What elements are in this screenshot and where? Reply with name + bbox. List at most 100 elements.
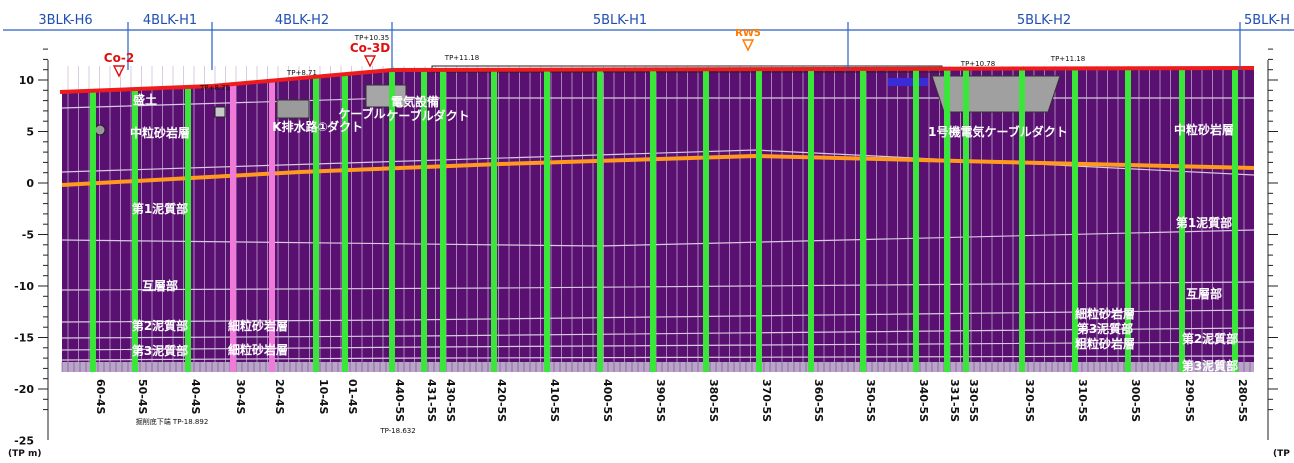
well-label: 310-5S (1076, 379, 1089, 422)
well-340-5S (913, 70, 919, 372)
stratum-boundary (61, 341, 1255, 351)
stratum-label: 細粒砂岩層 (1075, 306, 1135, 321)
well-400-5S (597, 70, 603, 372)
k-drain-structure (276, 99, 310, 119)
annotation-label: 掘削底下端 TP-18.892 (136, 417, 209, 426)
well-360-5S (808, 70, 814, 372)
y-tick-label: -15 (14, 332, 34, 345)
subsurface-fill (62, 68, 1254, 372)
well-01-4S (342, 74, 348, 372)
stratum-label: 第2泥質部 (1182, 331, 1238, 346)
well-label: 410-5S (548, 379, 561, 422)
well-label: 30-4S (234, 379, 247, 415)
y-tick-label: -10 (14, 280, 34, 293)
observation-wells: 60-4S 50-4S 40-4S 30-4S 20-4S 10-4S 01-4S 440-5… (90, 70, 1249, 422)
well-label: 20-4S (273, 379, 286, 415)
groundwater-level-line (61, 153, 1255, 187)
annotation-label: TP+8.71 (286, 69, 317, 77)
small-circle-marker (94, 124, 106, 136)
well-330-5S (963, 70, 969, 372)
stratum-label: 第3泥質部 (1077, 321, 1133, 336)
annotation-label: ダクト (327, 119, 363, 134)
blue-structure (888, 78, 928, 86)
annotation-label: ケーブル (338, 106, 385, 121)
y-tick-label: -5 (22, 229, 34, 242)
block-label: 5BLK-H (1244, 13, 1290, 28)
structure-annotations: K排水路①ケーブルダクト電気設備ケーブルダクト1号機電気ケーブルダクトTP+8.… (136, 34, 1086, 435)
well-331-5S (944, 70, 950, 372)
well-430-5S (440, 70, 446, 372)
annotation-label: 1号機電気ケーブルダクト (928, 124, 1068, 139)
well-label: 390-5S (654, 379, 667, 422)
marker-triangle-icon (741, 39, 755, 52)
stratum-label: 盛土 (133, 92, 157, 107)
cable-duct-structure (365, 84, 407, 108)
annotation-label: TP+10.35 (354, 34, 389, 42)
well-label: 380-5S (707, 379, 720, 422)
well-370-5S (756, 70, 762, 372)
marker-label: Co-2 (104, 51, 134, 65)
stratum-label: 互層部 (142, 278, 178, 293)
y-tick-label: -20 (14, 383, 34, 396)
borehole-markers: Co-2 Co-3D RW5 (104, 28, 761, 78)
well-350-5S (860, 70, 866, 372)
well-410-5S (544, 70, 550, 372)
stratum-boundary (61, 149, 1255, 176)
well-label: 331-5S (948, 379, 961, 422)
well-label: 340-5S (917, 379, 930, 422)
stratum-label: 細粒砂岩層 (228, 342, 288, 357)
well-label: 320-5S (1023, 379, 1036, 422)
well-label: 330-5S (967, 379, 980, 422)
well-60-4S (90, 90, 96, 373)
well-320-5S (1019, 70, 1025, 372)
well-label: 300-5S (1129, 379, 1142, 422)
stratum-label: 第1泥質部 (132, 201, 188, 216)
y-axis-unit-right: (TP (1273, 449, 1290, 459)
block-header: 3BLK-H6 4BLK-H1 4BLK-H2 5BLK-H1 5BLK-H2 5BLK-… (3, 13, 1294, 70)
y-axis-left: 10 5 0 -5 -10 -15 -20 -25 (14, 48, 49, 448)
well-label: 430-5S (444, 379, 457, 422)
stratum-boundary (61, 355, 1255, 361)
y-tick-label: -25 (14, 435, 34, 448)
block-label: 4BLK-H2 (275, 13, 329, 28)
well-label: 431-5S (425, 379, 438, 422)
stratum-boundary (61, 309, 1255, 323)
y-tick-label: 0 (26, 177, 34, 190)
stratum-label: 粗粒砂岩層 (1075, 336, 1135, 351)
annotation-label: TP-18.632 (379, 427, 415, 435)
well-380-5S (703, 70, 709, 372)
well-label: 370-5S (760, 379, 773, 422)
stratum-label: 第2泥質部 (132, 318, 188, 333)
wall-small-square (214, 106, 226, 118)
stratum-label: 中粒砂岩層 (1174, 122, 1234, 137)
well-label: 400-5S (601, 379, 614, 422)
well-label: 350-5S (864, 379, 877, 422)
stratum-label: 中粒砂岩層 (130, 125, 190, 140)
block-label: 5BLK-H2 (1017, 13, 1071, 28)
well-390-5S (650, 70, 656, 372)
well-label: 50-4S (136, 379, 149, 415)
well-label: 360-5S (812, 379, 825, 422)
well-10-4S (313, 76, 319, 372)
well-20-4S (269, 80, 275, 373)
block-label: 4BLK-H1 (143, 13, 197, 28)
well-40-4S (185, 86, 191, 373)
y-tick-label: 5 (26, 126, 34, 139)
stratum-label: 細粒砂岩層 (228, 318, 288, 333)
well-label: 290-5S (1183, 379, 1196, 422)
well-label: 01-4S (346, 379, 359, 415)
well-290-5S (1179, 70, 1185, 372)
stratum-boundary (61, 281, 1255, 291)
stratum-label: 第3泥質部 (1182, 358, 1238, 373)
annotation-label: TP+10.78 (960, 60, 995, 68)
well-30-4S (230, 84, 236, 372)
well-50-4S (132, 89, 138, 372)
well-431-5S (421, 70, 427, 372)
y-tick-label: 10 (19, 74, 35, 87)
annotation-label: TP+8.75 (199, 84, 230, 92)
well-310-5S (1072, 70, 1078, 372)
well-label: 280-5S (1236, 379, 1249, 422)
